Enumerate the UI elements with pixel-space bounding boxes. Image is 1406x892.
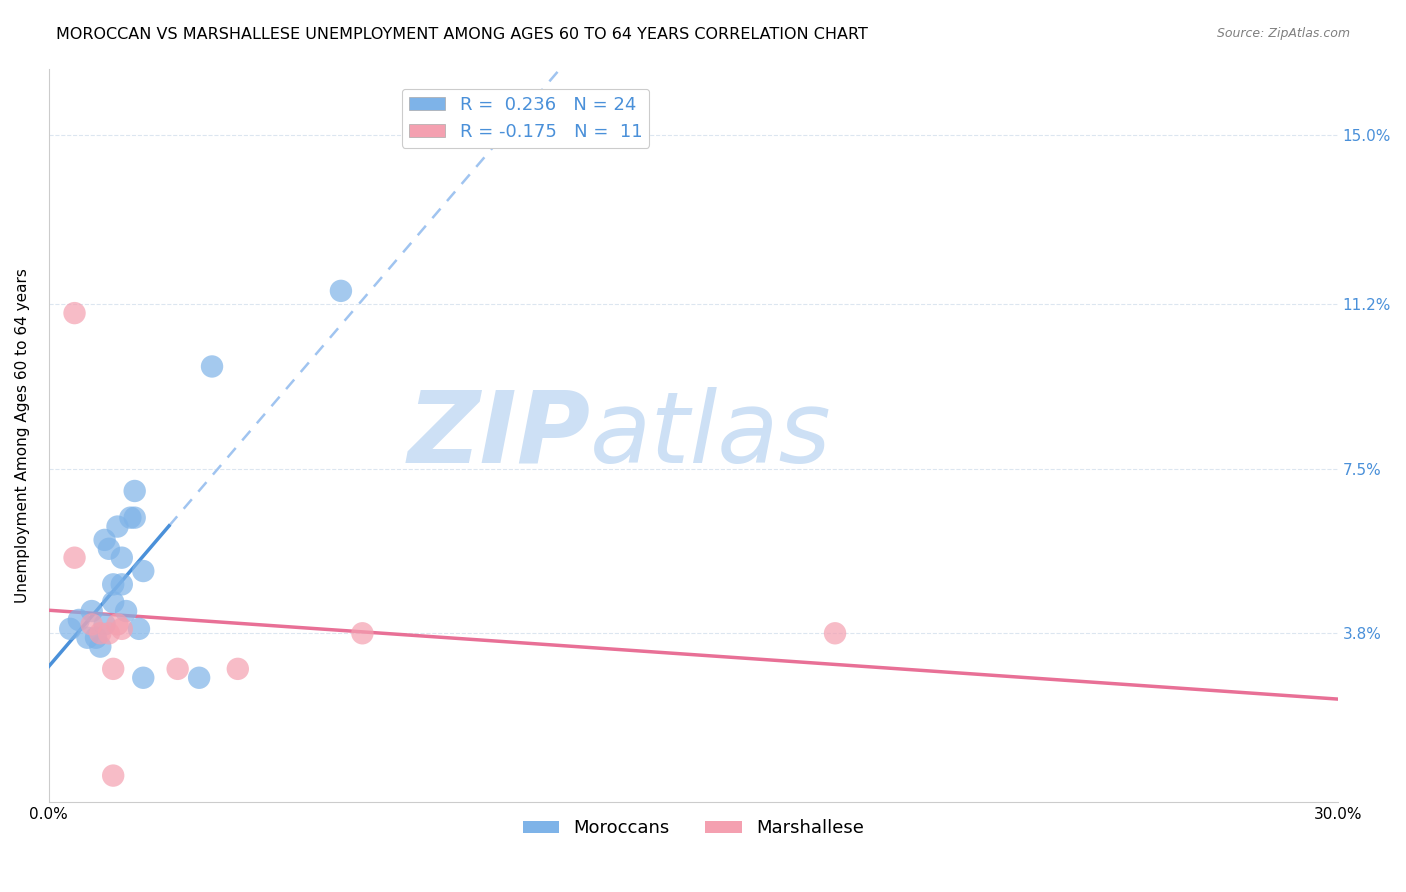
Point: [93, 617, 115, 632]
Point: [67, 613, 90, 627]
Point: [93, 533, 115, 547]
Text: ZIP: ZIP: [408, 387, 591, 483]
Point: [352, 626, 374, 640]
Point: [63, 550, 86, 565]
Point: [115, 604, 138, 618]
Legend: Moroccans, Marshallese: Moroccans, Marshallese: [516, 812, 872, 845]
Point: [103, 662, 125, 676]
Point: [107, 519, 129, 533]
Point: [80, 604, 103, 618]
Point: [132, 671, 155, 685]
Text: Source: ZipAtlas.com: Source: ZipAtlas.com: [1216, 27, 1350, 40]
Point: [132, 564, 155, 578]
Point: [111, 577, 134, 591]
Point: [124, 510, 146, 524]
Point: [103, 768, 125, 782]
Point: [63, 306, 86, 320]
Point: [111, 550, 134, 565]
Point: [103, 595, 125, 609]
Point: [201, 359, 224, 374]
Point: [84, 631, 107, 645]
Point: [824, 626, 846, 640]
Text: MOROCCAN VS MARSHALLESE UNEMPLOYMENT AMONG AGES 60 TO 64 YEARS CORRELATION CHART: MOROCCAN VS MARSHALLESE UNEMPLOYMENT AMO…: [56, 27, 868, 42]
Text: atlas: atlas: [591, 387, 832, 483]
Point: [76, 631, 98, 645]
Point: [124, 483, 146, 498]
Point: [107, 617, 129, 632]
Point: [89, 626, 111, 640]
Point: [111, 622, 134, 636]
Point: [80, 617, 103, 632]
Point: [166, 662, 188, 676]
Point: [103, 577, 125, 591]
Point: [89, 640, 111, 654]
Point: [128, 622, 150, 636]
Y-axis label: Unemployment Among Ages 60 to 64 years: Unemployment Among Ages 60 to 64 years: [15, 268, 30, 603]
Point: [59, 622, 82, 636]
Point: [97, 626, 120, 640]
Point: [97, 541, 120, 556]
Point: [226, 662, 249, 676]
Point: [120, 510, 142, 524]
Point: [329, 284, 352, 298]
Point: [188, 671, 211, 685]
